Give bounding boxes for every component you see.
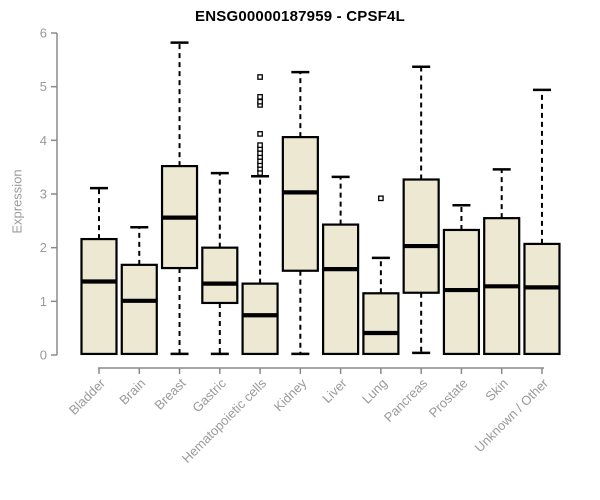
iqr-box <box>241 282 279 356</box>
box-brain <box>120 226 158 356</box>
chart-title: ENSG00000187959 - CPSF4L <box>195 8 405 25</box>
x-tick-label-lung: Lung <box>359 376 390 407</box>
outlier-point <box>257 131 263 137</box>
box-breast <box>160 41 199 356</box>
box-hematopoietic-cells <box>241 74 279 356</box>
y-tick-label: 5 <box>40 79 47 94</box>
outlier-point <box>257 74 263 80</box>
x-tick-label-brain: Brain <box>116 376 148 408</box>
x-tick-label-bladder: Bladder <box>66 375 109 418</box>
box-gastric <box>201 171 239 356</box>
iqr-box <box>322 223 360 356</box>
outlier-point <box>378 195 384 202</box>
box-prostate <box>442 204 481 356</box>
box-unknown-other <box>523 88 561 356</box>
iqr-box <box>402 178 440 294</box>
x-tick-label-liver: Liver <box>319 375 350 406</box>
box-bladder <box>80 186 118 356</box>
outlier-point <box>257 142 263 149</box>
box-kidney <box>281 70 319 356</box>
y-tick-label: 2 <box>40 240 47 255</box>
box-pancreas <box>402 65 440 355</box>
y-tick-label: 0 <box>40 348 47 363</box>
iqr-box <box>523 242 561 356</box>
iqr-box <box>201 246 239 305</box>
box-lung <box>362 195 400 356</box>
y-tick-label: 1 <box>40 294 47 309</box>
x-tick-label-pancreas: Pancreas <box>381 375 431 425</box>
x-tick-label-prostate: Prostate <box>426 376 471 421</box>
iqr-box <box>80 237 118 356</box>
y-tick-label: 3 <box>40 187 47 202</box>
iqr-box <box>120 263 158 356</box>
iqr-box <box>362 292 400 356</box>
iqr-box <box>281 136 319 272</box>
outlier-point <box>257 98 263 105</box>
box-skin <box>483 168 521 356</box>
x-tick-label-kidney: Kidney <box>271 375 310 414</box>
box-liver <box>322 175 360 356</box>
y-tick-label: 4 <box>40 133 47 148</box>
y-tick-label: 6 <box>40 26 47 41</box>
x-tick-label-breast: Breast <box>151 375 188 412</box>
x-tick-label-gastric: Gastric <box>189 375 229 415</box>
x-tick-label-unknown-other: Unknown / Other <box>472 375 552 455</box>
outlier-point <box>257 94 263 100</box>
x-tick-label-skin: Skin <box>482 376 510 404</box>
y-axis: 0 1 2 3 4 5 6 <box>40 26 58 363</box>
